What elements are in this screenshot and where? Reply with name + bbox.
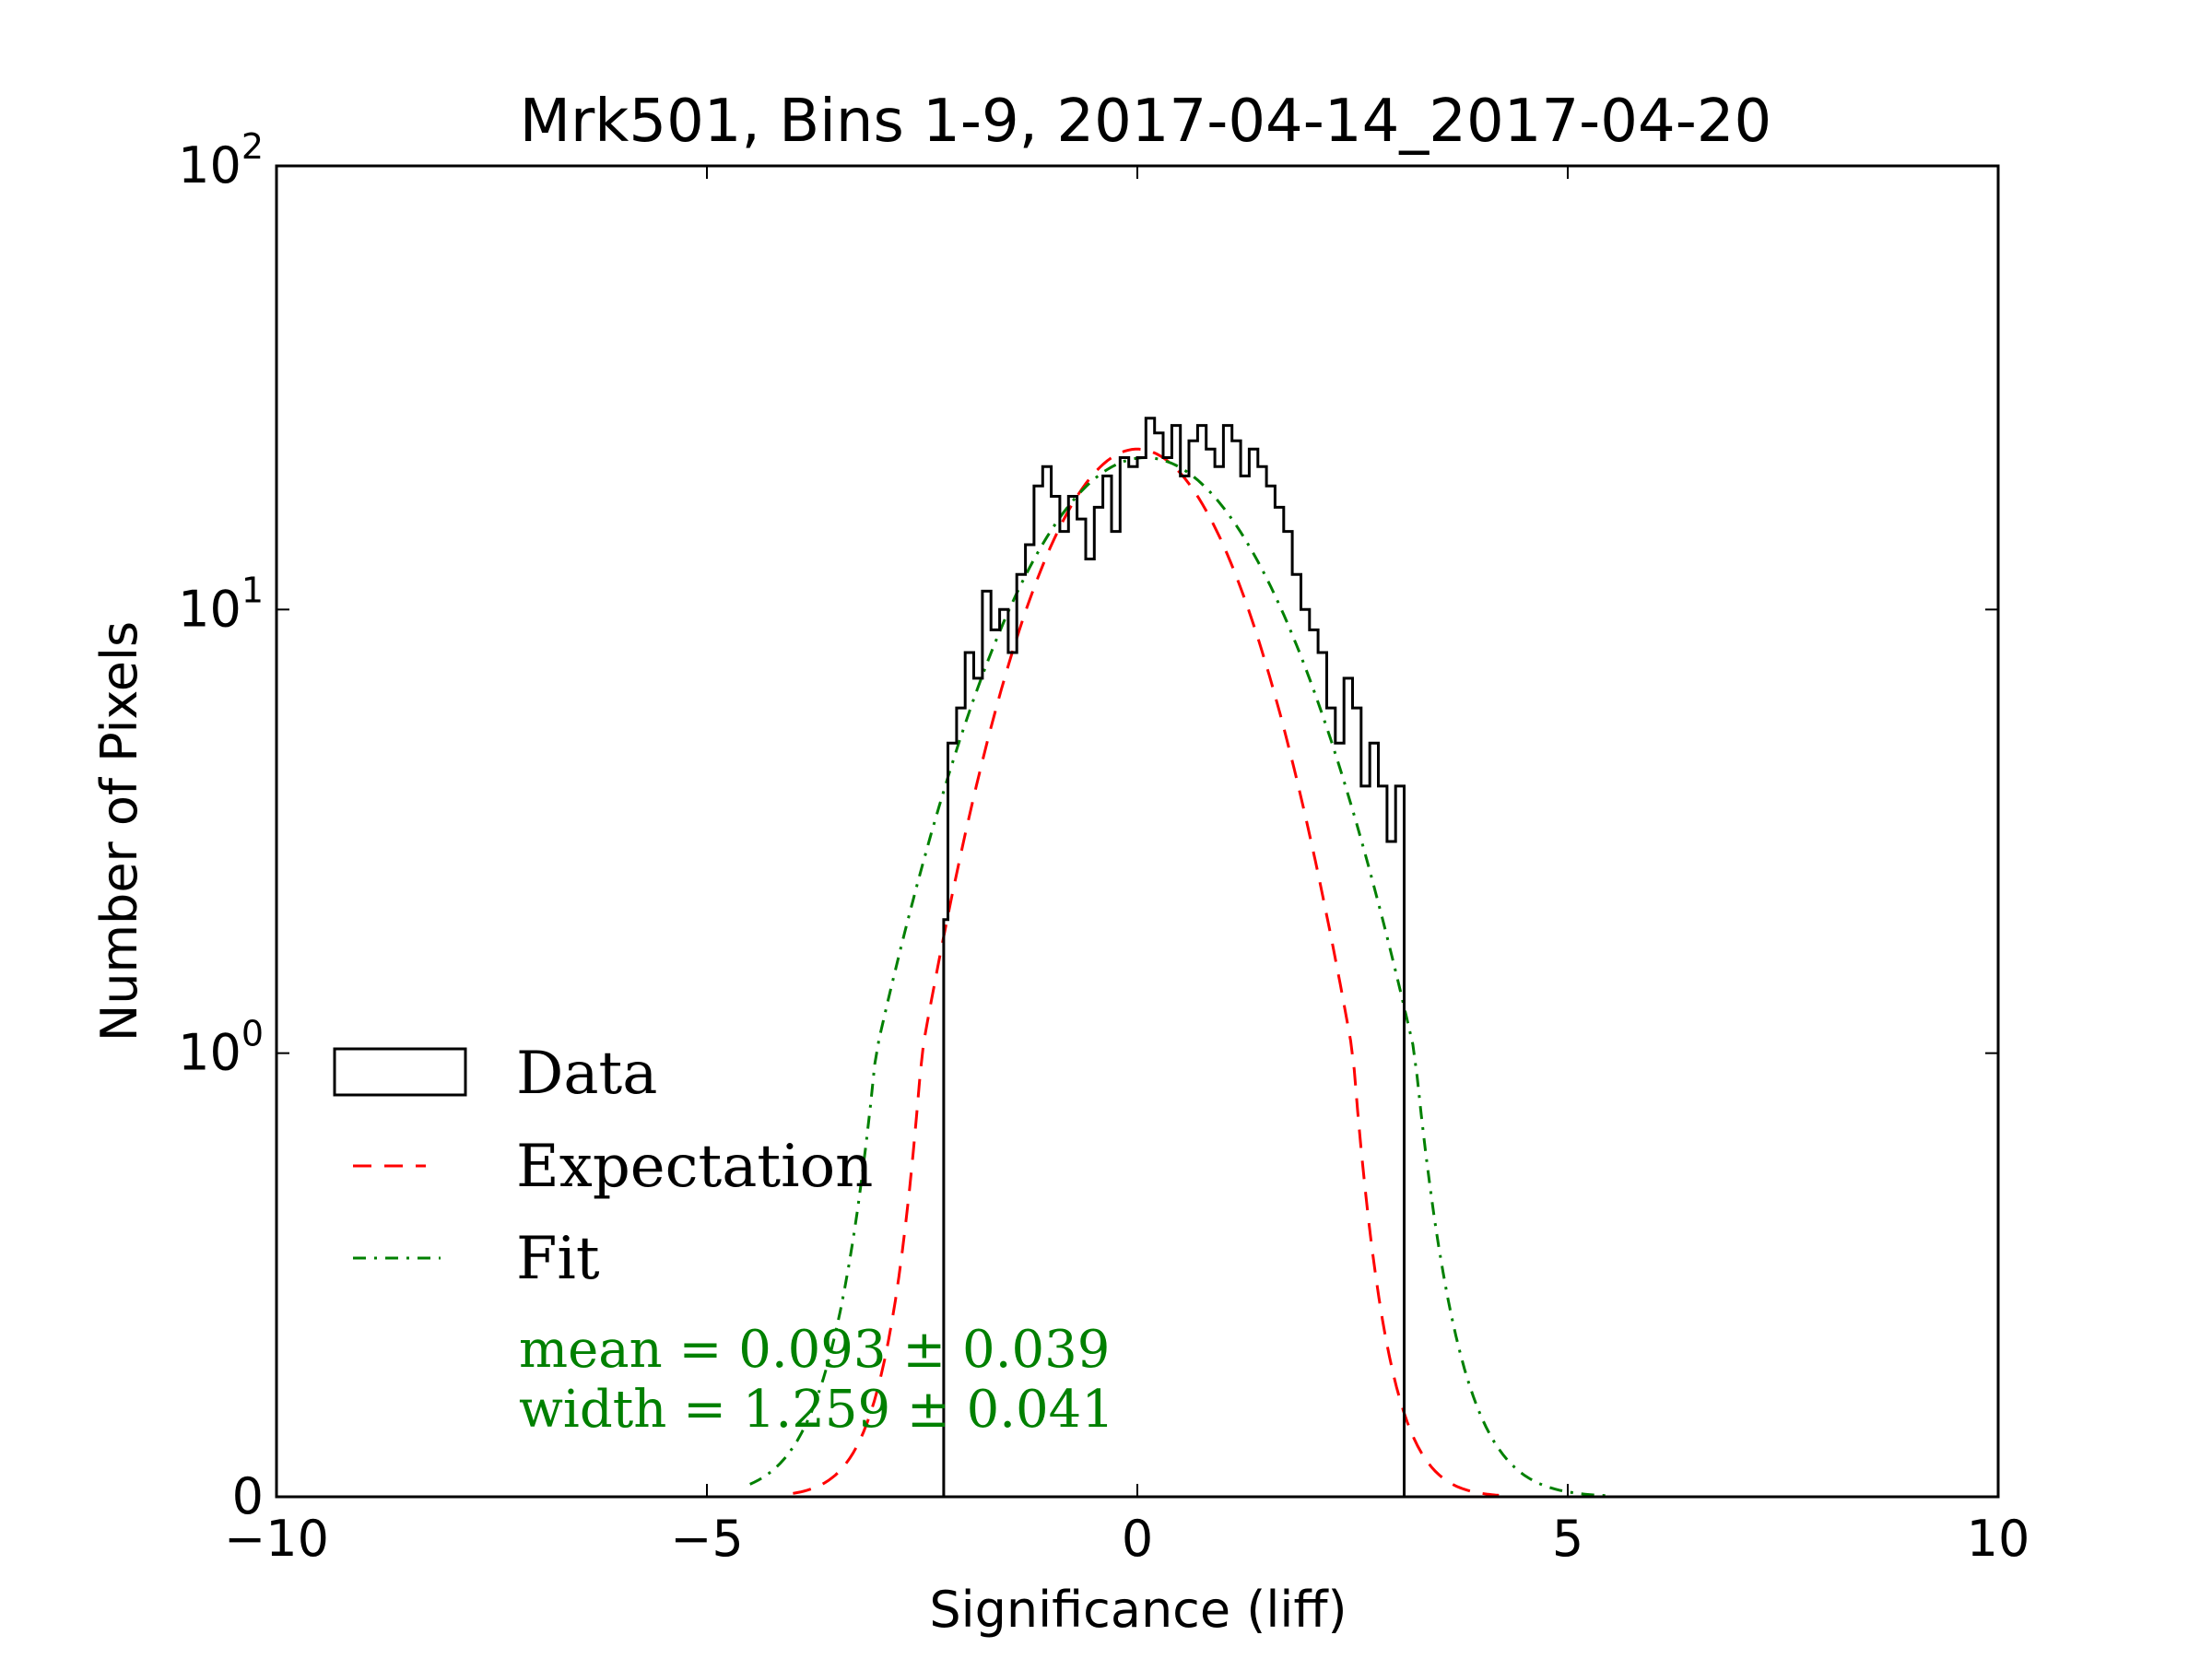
fit-width-annotation: width = 1.259 ± 0.041 — [519, 1380, 1114, 1440]
fit-mean-annotation: mean = 0.093 ± 0.039 — [519, 1320, 1110, 1380]
legend-data-swatch — [333, 1047, 467, 1097]
legend-label-expectation: Expectation — [516, 1133, 873, 1201]
x-tick-label: 10 — [1967, 1510, 2030, 1568]
x-tick-label: 0 — [1122, 1510, 1153, 1568]
x-tick-label: 5 — [1552, 1510, 1583, 1568]
y-tick-label: 0 — [232, 1467, 264, 1525]
expectation-curve — [793, 447, 1500, 1497]
legend-label-fit: Fit — [516, 1225, 600, 1293]
x-tick-label: −10 — [224, 1510, 329, 1568]
legend-label-data: Data — [516, 1040, 657, 1108]
y-axis-label: Number of Pixels — [90, 621, 148, 1041]
x-axis-label: Significance (liff) — [929, 1581, 1347, 1639]
series-layer — [749, 417, 1611, 1498]
legend: Data Expectation Fit — [333, 1040, 873, 1293]
x-tick-label: −5 — [670, 1510, 744, 1568]
chart-title: Mrk501, Bins 1-9, 2017-04-14_2017-04-20 — [520, 88, 1771, 156]
plot-frame — [275, 164, 2000, 1499]
x-tick-labels: −10 −5 0 5 10 — [224, 1510, 2030, 1568]
data-histogram-outline — [942, 417, 1406, 1497]
